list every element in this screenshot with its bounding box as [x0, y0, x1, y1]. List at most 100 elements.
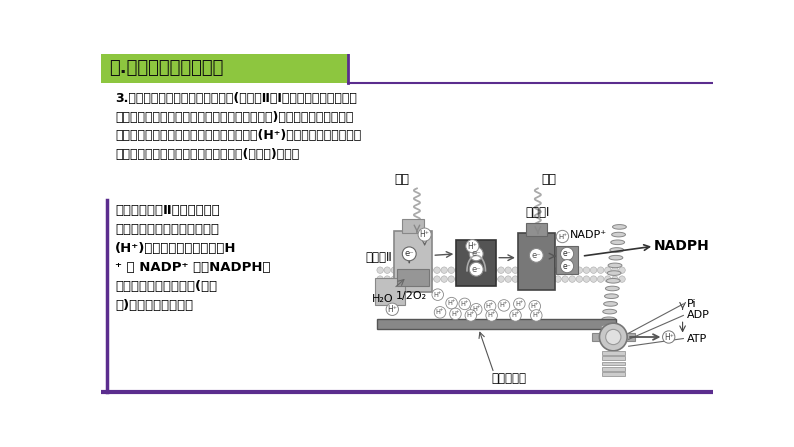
Text: 光系统Ⅱ: 光系统Ⅱ — [365, 251, 392, 264]
Text: e⁻: e⁻ — [563, 249, 572, 258]
Circle shape — [386, 303, 399, 316]
Circle shape — [426, 267, 434, 274]
Circle shape — [445, 297, 457, 309]
Circle shape — [441, 276, 447, 283]
Circle shape — [611, 267, 619, 274]
Circle shape — [449, 308, 461, 320]
Circle shape — [561, 260, 573, 273]
Ellipse shape — [612, 224, 626, 229]
Bar — [526, 224, 547, 236]
Circle shape — [519, 267, 526, 274]
Circle shape — [561, 247, 573, 261]
Circle shape — [584, 276, 590, 283]
Text: H⁺: H⁺ — [447, 300, 456, 306]
Circle shape — [604, 267, 611, 274]
Circle shape — [476, 267, 483, 274]
Bar — [602, 351, 625, 355]
Circle shape — [512, 276, 518, 283]
Circle shape — [606, 329, 621, 345]
Circle shape — [529, 300, 541, 312]
Circle shape — [462, 267, 468, 274]
Circle shape — [526, 276, 533, 283]
Circle shape — [384, 267, 391, 274]
Text: 光能: 光能 — [394, 173, 409, 186]
Text: H⁺: H⁺ — [499, 303, 508, 308]
Circle shape — [599, 323, 627, 351]
Circle shape — [406, 276, 412, 283]
Bar — [394, 231, 433, 292]
Bar — [602, 356, 625, 360]
Circle shape — [448, 267, 454, 274]
Ellipse shape — [607, 278, 620, 283]
Circle shape — [448, 276, 454, 283]
Circle shape — [498, 267, 504, 274]
Text: 一.光系统及电子传递链: 一.光系统及电子传递链 — [109, 59, 223, 77]
Circle shape — [459, 298, 471, 310]
Circle shape — [469, 276, 476, 283]
Circle shape — [569, 276, 576, 283]
Circle shape — [505, 267, 511, 274]
Circle shape — [469, 262, 484, 276]
Circle shape — [471, 304, 482, 315]
Bar — [397, 269, 430, 286]
Circle shape — [597, 267, 604, 274]
Ellipse shape — [602, 317, 615, 321]
Text: e⁻: e⁻ — [531, 251, 541, 260]
Circle shape — [466, 240, 479, 253]
Circle shape — [406, 267, 412, 274]
Circle shape — [484, 300, 496, 312]
Text: NADPH: NADPH — [654, 239, 710, 253]
Circle shape — [484, 276, 490, 283]
Text: H⁺: H⁺ — [420, 230, 430, 239]
Text: H⁺: H⁺ — [515, 301, 523, 307]
Circle shape — [486, 310, 497, 321]
Circle shape — [484, 267, 490, 274]
Text: e⁻: e⁻ — [472, 249, 481, 258]
Circle shape — [469, 267, 476, 274]
Bar — [518, 233, 555, 291]
Circle shape — [530, 249, 543, 262]
Text: e⁻: e⁻ — [472, 265, 481, 274]
Ellipse shape — [608, 263, 622, 268]
Text: Pi: Pi — [687, 299, 696, 309]
Circle shape — [426, 276, 434, 283]
Text: 光能: 光能 — [542, 173, 557, 186]
Ellipse shape — [604, 294, 619, 299]
Text: e⁻: e⁻ — [563, 261, 572, 271]
Text: H⁺: H⁺ — [532, 312, 541, 318]
Ellipse shape — [603, 302, 618, 306]
Circle shape — [548, 276, 554, 283]
Ellipse shape — [607, 271, 621, 275]
Bar — [457, 240, 496, 286]
Circle shape — [412, 276, 419, 283]
Circle shape — [476, 276, 483, 283]
Circle shape — [562, 267, 569, 274]
Circle shape — [412, 267, 419, 274]
Circle shape — [455, 267, 461, 274]
Circle shape — [377, 267, 384, 274]
Bar — [403, 219, 424, 233]
Bar — [375, 278, 406, 305]
Circle shape — [619, 276, 625, 283]
Circle shape — [455, 276, 461, 283]
Circle shape — [569, 267, 576, 274]
Circle shape — [530, 310, 542, 321]
Circle shape — [432, 289, 444, 300]
Ellipse shape — [603, 309, 617, 314]
Circle shape — [498, 299, 510, 311]
Circle shape — [384, 276, 391, 283]
Text: H⁺: H⁺ — [511, 312, 520, 318]
Text: NADP⁺: NADP⁺ — [570, 230, 607, 240]
Circle shape — [541, 267, 547, 274]
Ellipse shape — [601, 325, 615, 329]
Circle shape — [465, 310, 476, 321]
Circle shape — [576, 267, 583, 274]
Bar — [602, 362, 625, 366]
Text: H⁺: H⁺ — [434, 291, 442, 298]
Text: H⁺: H⁺ — [468, 242, 477, 251]
Circle shape — [441, 267, 447, 274]
Ellipse shape — [609, 255, 622, 260]
Circle shape — [576, 276, 583, 283]
Circle shape — [491, 267, 497, 274]
Circle shape — [469, 247, 484, 261]
